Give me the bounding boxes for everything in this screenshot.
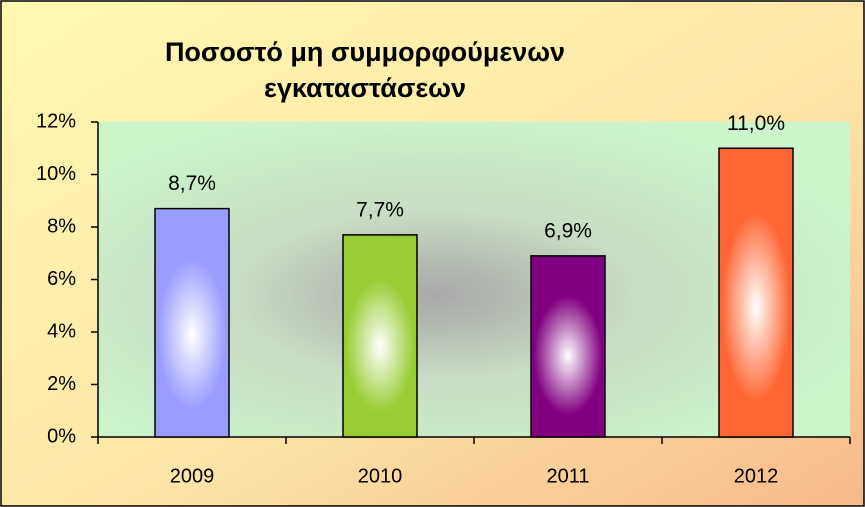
x-tick-label: 2010: [358, 465, 403, 487]
y-tick-label: 4%: [47, 320, 76, 342]
y-tick-label: 12%: [36, 110, 76, 132]
value-label: 7,7%: [356, 198, 404, 221]
y-tick-label: 10%: [36, 163, 76, 185]
y-tick-label: 8%: [47, 215, 76, 237]
x-tick-label: 2009: [170, 465, 215, 487]
y-tick-label: 6%: [47, 268, 76, 290]
bar: [342, 234, 418, 438]
y-tick-label: 0%: [47, 425, 76, 447]
bar: [530, 255, 606, 438]
value-label: 8,7%: [168, 172, 216, 195]
x-tick-label: 2011: [546, 465, 589, 487]
bar: [154, 207, 230, 438]
value-label: 11,0%: [727, 112, 785, 135]
chart-title: Ποσοστό μη συμμορφούμενων: [165, 37, 565, 67]
x-tick-label: 2012: [734, 465, 779, 487]
chart-title: εγκαταστάσεων: [264, 73, 466, 103]
bar: [718, 147, 794, 438]
y-tick-label: 2%: [47, 373, 76, 395]
value-label: 6,9%: [544, 219, 592, 242]
